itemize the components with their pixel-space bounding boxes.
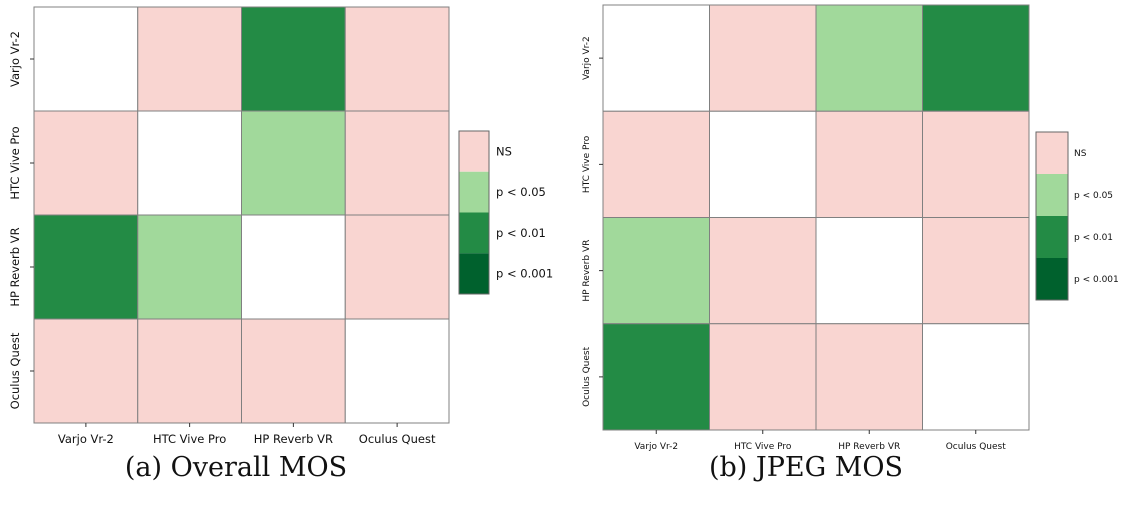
x-tick-label: Oculus Quest (946, 442, 1007, 452)
heatmap-cell (602, 323, 710, 431)
legend-swatch (459, 171, 489, 213)
legend-swatch (459, 253, 489, 294)
heatmap-cell (33, 6, 139, 112)
legend-swatch (1036, 174, 1068, 216)
legend-label: p < 0.05 (1074, 191, 1113, 201)
legend-swatch (1036, 216, 1068, 258)
heatmap-b: Varjo Vr-2 HTC Vive Pro HP Reverb VR Oculus… (582, 4, 1119, 452)
heatmap-cell (137, 318, 242, 424)
legend-swatch (1036, 132, 1068, 174)
legend-label: p < 0.001 (1074, 275, 1119, 285)
heatmap-cell (815, 4, 923, 112)
y-tick-label: HTC Vive Pro (582, 135, 592, 193)
plot-frame (33, 6, 450, 424)
heatmap-cell (241, 110, 346, 216)
heatmap-cell (815, 110, 923, 218)
y-tick-label: Oculus Quest (8, 332, 22, 409)
heatmap-cell (344, 110, 450, 216)
heatmap-cell (602, 217, 710, 325)
heatmap-cell (241, 6, 346, 112)
heatmap-cell (709, 323, 817, 431)
heatmap-cell (137, 110, 242, 216)
y-tick-label: HTC Vive Pro (8, 126, 22, 199)
caption-b: (b) JPEG MOS (708, 452, 904, 483)
y-tick-label: HP Reverb VR (582, 240, 592, 302)
heatmap-cell (922, 323, 1030, 431)
heatmap-a: Varjo Vr-2 HTC Vive Pro HP Reverb VR Oculus… (8, 6, 553, 446)
heatmap-cell (241, 318, 346, 424)
x-tick-label: Varjo Vr-2 (58, 432, 114, 446)
heatmap-cell (922, 217, 1030, 325)
legend-swatch (1036, 258, 1068, 300)
legend-label: p < 0.001 (496, 267, 553, 281)
legend-label: NS (1074, 149, 1087, 159)
heatmap-cell (137, 214, 242, 320)
heatmap-cell (815, 217, 923, 325)
y-tick-label: Varjo Vr-2 (582, 36, 592, 80)
heatmap-cell (922, 110, 1030, 218)
caption-a: (a) Overall MOS (124, 452, 348, 483)
heatmap-cell (344, 6, 450, 112)
legend-frame (458, 130, 490, 295)
legend-label: p < 0.05 (496, 185, 546, 199)
heatmap-cell (602, 4, 710, 112)
legend-swatch (459, 131, 489, 172)
heatmap-cell (709, 217, 817, 325)
legend-label: NS (496, 144, 512, 158)
heatmap-cell (33, 318, 139, 424)
heatmap-cell (137, 6, 242, 112)
x-tick-label: HTC Vive Pro (153, 432, 226, 446)
heatmap-cell (241, 214, 346, 320)
heatmap-cell (344, 214, 450, 320)
heatmap-cell (602, 110, 710, 218)
heatmap-cell (922, 4, 1030, 112)
heatmap-cell (33, 214, 139, 320)
heatmap-cell (815, 323, 923, 431)
heatmap-cell (709, 4, 817, 112)
legend-swatch (459, 212, 489, 254)
plot-frame (602, 4, 1030, 431)
heatmap-cell (344, 318, 450, 424)
x-tick-label: HP Reverb VR (838, 442, 900, 452)
legend: NS p < 0.05 p < 0.01 p < 0.001 (1035, 131, 1119, 301)
legend: NS p < 0.05 p < 0.01 p < 0.001 (458, 130, 553, 295)
x-tick-label: HP Reverb VR (254, 432, 333, 446)
legend-label: p < 0.01 (1074, 233, 1113, 243)
x-tick-label: Varjo Vr-2 (634, 442, 678, 452)
y-tick-label: Varjo Vr-2 (8, 31, 22, 87)
heatmap-cell (33, 110, 139, 216)
legend-label: p < 0.01 (496, 226, 546, 240)
legend-frame (1035, 131, 1069, 301)
y-tick-label: HP Reverb VR (8, 227, 22, 306)
heatmap-cell (709, 110, 817, 218)
x-tick-label: Oculus Quest (359, 432, 436, 446)
x-tick-label: HTC Vive Pro (734, 442, 792, 452)
y-tick-label: Oculus Quest (582, 346, 592, 407)
